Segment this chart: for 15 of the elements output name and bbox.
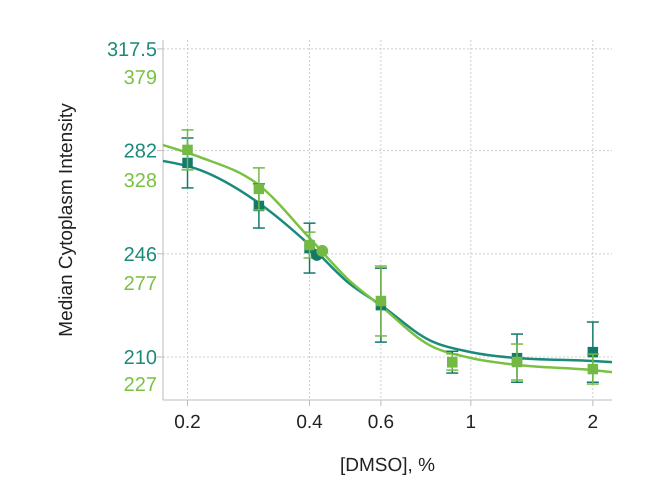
y-tick-label: 246: [124, 244, 157, 266]
x-axis-title: [DMSO], %: [340, 455, 436, 476]
x-tick-label: 2: [588, 412, 598, 433]
y2-tick-label: 227: [124, 374, 157, 396]
y-tick-label: 210: [124, 347, 157, 370]
y-tick-label: 317.5: [106, 38, 157, 61]
y2-tick-label: 277: [124, 273, 157, 296]
x-tick-label: 0.6: [368, 412, 394, 433]
y-tick-label: 282: [124, 140, 157, 163]
x-tick-label: 0.2: [174, 412, 201, 433]
y2-tick-label: 379: [124, 66, 157, 89]
x-tick-label: 0.4: [296, 412, 324, 433]
y2-tick-label: 328: [124, 170, 157, 192]
y-axis-title: Median Cytoplasm Intensity: [56, 102, 77, 337]
x-tick-label: 1: [466, 412, 476, 433]
